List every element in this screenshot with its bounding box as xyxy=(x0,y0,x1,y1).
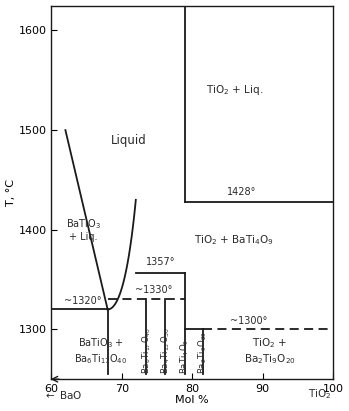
Text: Ba$_2$Ti$_9$O$_{20}$: Ba$_2$Ti$_9$O$_{20}$ xyxy=(196,331,209,374)
Text: Ba$_4$Ti$_{13}$O$_{30}$: Ba$_4$Ti$_{13}$O$_{30}$ xyxy=(159,327,172,374)
Text: Liquid: Liquid xyxy=(111,134,147,147)
Text: ~1330°: ~1330° xyxy=(135,284,172,295)
Text: BaTiO$_3$ +
Ba$_6$Ti$_{17}$O$_{40}$: BaTiO$_3$ + Ba$_6$Ti$_{17}$O$_{40}$ xyxy=(74,337,127,366)
Text: 1428°: 1428° xyxy=(227,187,256,197)
Text: ~1300°: ~1300° xyxy=(230,316,267,326)
Y-axis label: T, °C: T, °C xyxy=(6,179,16,206)
Text: BaTi$_4$O$_9$: BaTi$_4$O$_9$ xyxy=(179,339,191,374)
Text: 1357°: 1357° xyxy=(146,256,175,267)
Text: TiO$_2$ + Liq.: TiO$_2$ + Liq. xyxy=(206,83,263,97)
Text: TiO$_2$ + BaTi$_4$O$_9$: TiO$_2$ + BaTi$_4$O$_9$ xyxy=(194,233,274,247)
Text: Ba$_6$Ti$_{17}$O$_{40}$: Ba$_6$Ti$_{17}$O$_{40}$ xyxy=(140,327,153,374)
Text: $\leftarrow$ BaO: $\leftarrow$ BaO xyxy=(43,389,82,401)
Text: TiO$_2$ +
Ba$_2$Ti$_9$O$_{20}$: TiO$_2$ + Ba$_2$Ti$_9$O$_{20}$ xyxy=(244,337,296,366)
Text: BaTiO$_3$
+ Liq.: BaTiO$_3$ + Liq. xyxy=(66,217,101,242)
Text: ~1320°: ~1320° xyxy=(64,296,102,307)
Text: TiO$_2$: TiO$_2$ xyxy=(308,387,332,401)
X-axis label: Mol %: Mol % xyxy=(175,395,209,405)
